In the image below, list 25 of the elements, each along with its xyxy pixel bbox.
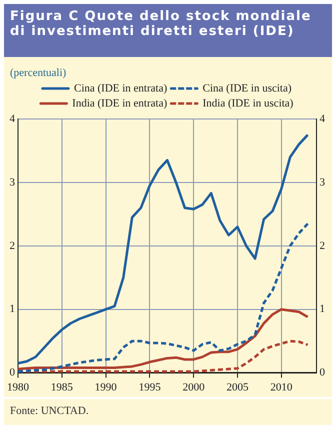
legend-label: Cina (IDE in entrata) (74, 82, 168, 94)
chart-subtitle: (percentuali) (9, 66, 68, 79)
x-tick-label: 1995 (138, 381, 162, 394)
y-tick-label: 0 (10, 366, 16, 379)
legend-label: Cina (IDE in uscita) (202, 82, 292, 94)
y-tick-label: 1 (10, 303, 15, 316)
y-tick-label: 3 (10, 176, 16, 188)
legend-label: India (IDE in entrata) (72, 97, 168, 110)
x-tick-label: 1980 (7, 381, 30, 394)
x-tick-label: 2010 (270, 381, 293, 394)
y-tick-label: 2 (10, 240, 15, 252)
x-tick-label: 2000 (182, 381, 206, 394)
x-tick-label: 1985 (50, 381, 74, 394)
y2-tick-label: 1 (320, 303, 325, 316)
x-tick-label: 1990 (94, 381, 118, 394)
source-note: Fonte: UNCTAD. (4, 397, 332, 425)
y2-tick-label: 4 (320, 112, 326, 125)
y2-tick-label: 3 (320, 176, 326, 188)
legend-label: India (IDE in uscita) (202, 97, 294, 110)
chart-title: Figura C Quote dello stock mondiale di investimenti diretti esteri (IDE) (4, 4, 332, 57)
y2-tick-label: 0 (320, 366, 326, 379)
x-tick-label: 2005 (226, 381, 249, 394)
y-tick-label: 4 (10, 112, 16, 125)
line-series (18, 222, 309, 373)
y2-tick-label: 2 (320, 240, 325, 252)
